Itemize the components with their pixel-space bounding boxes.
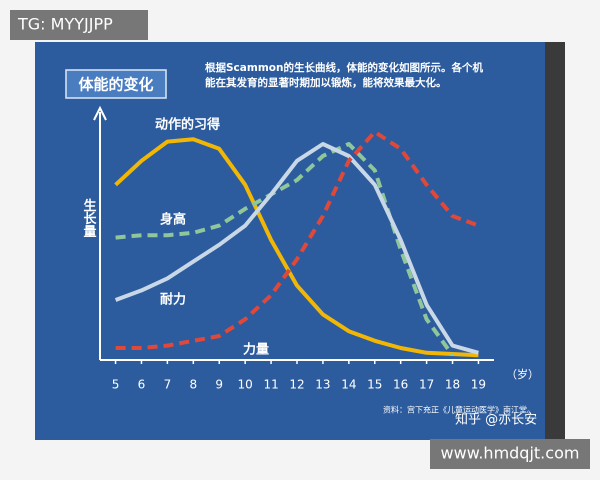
- series-label: 耐力: [160, 292, 186, 308]
- x-tick-label: 8: [189, 378, 197, 392]
- watermark-box: [10, 10, 148, 40]
- x-tick-label: 5: [112, 378, 120, 392]
- series-label: 力量: [243, 342, 269, 358]
- source: 资料：宫下充正《儿童运动医学》南江堂。: [383, 405, 535, 415]
- title-box: [65, 69, 167, 99]
- x-tick-label: 6: [138, 378, 146, 392]
- x-tick-label: 13: [315, 378, 330, 392]
- series-label: 动作的习得: [155, 117, 220, 133]
- y-axis-arrow: [93, 105, 107, 121]
- x-tick-label: 9: [215, 378, 223, 392]
- y-label-group: 生长量: [81, 198, 97, 239]
- x-label: （岁）: [506, 367, 539, 381]
- chart-title: 体能的变化: [78, 76, 153, 94]
- credit-watermark: 知乎 @亦长安: [455, 412, 537, 428]
- series-line: [115, 142, 455, 357]
- watermark-text: www.hmdqjt.com: [441, 444, 580, 463]
- series-line: [114, 142, 479, 355]
- description: 能在其发育的显著时期加以锻炼，能将效果最大化。: [205, 76, 447, 89]
- series-line: [114, 137, 479, 358]
- series-label: 身高: [160, 212, 186, 228]
- x-tick-label: 16: [393, 378, 408, 392]
- next-page-edge: [545, 42, 565, 440]
- y-label: 生长量: [81, 198, 97, 239]
- x-tick-label: 11: [263, 378, 278, 392]
- book-page: [35, 42, 565, 440]
- description: 根据Scammon的生长曲线，体能的变化如图所示。各个机: [205, 61, 483, 74]
- watermark-text: TG: MYYJJPP: [17, 15, 113, 34]
- x-tick-label: 15: [367, 378, 382, 392]
- watermark-box: [430, 439, 590, 469]
- x-tick-label: 7: [164, 378, 172, 392]
- x-tick-label: 10: [238, 378, 253, 392]
- x-tick-label: 19: [471, 378, 486, 392]
- x-tick-label: 14: [341, 378, 356, 392]
- x-tick-label: 12: [289, 378, 304, 392]
- x-tick-label: 18: [445, 378, 460, 392]
- series-line: [115, 130, 480, 350]
- x-tick-label: 17: [419, 378, 434, 392]
